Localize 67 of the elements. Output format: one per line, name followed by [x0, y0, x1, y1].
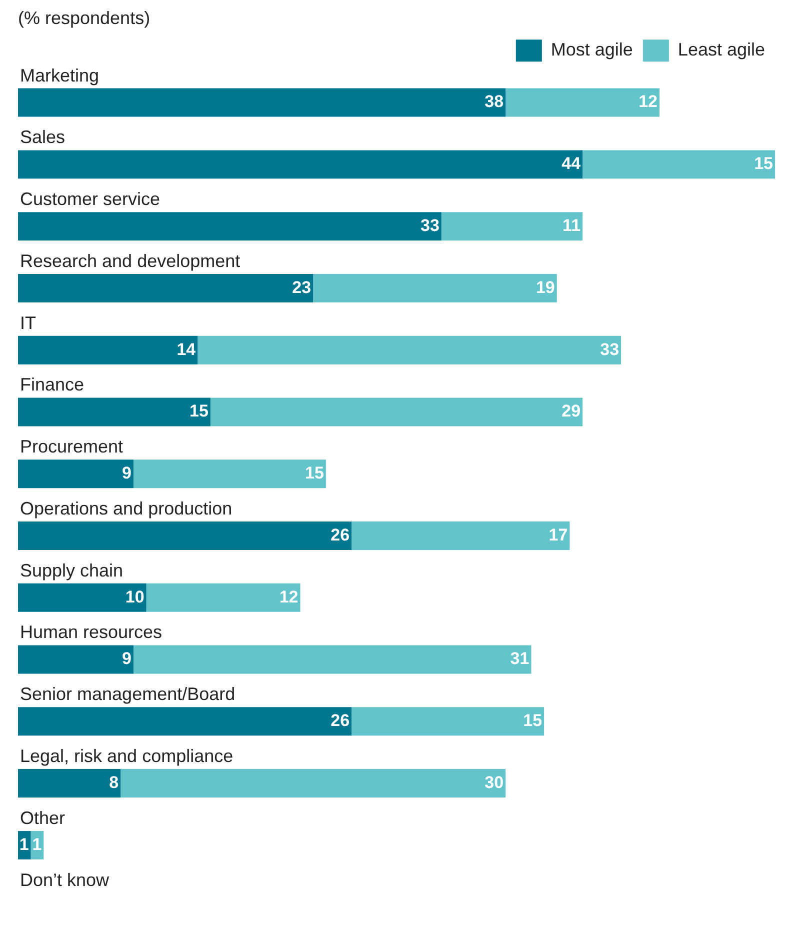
y-tick-label: Human resources	[20, 622, 162, 642]
y-tick-label: IT	[20, 312, 36, 333]
data-label: 1	[32, 834, 42, 854]
data-label: 15	[190, 402, 208, 421]
bar	[352, 522, 570, 550]
bar	[18, 769, 121, 798]
bar	[582, 150, 775, 179]
y-tick-label: Legal, risk and compliance	[20, 746, 234, 766]
y-tick-label: Research and development	[20, 250, 240, 271]
data-label: 33	[600, 340, 620, 359]
chart-subtitle: (% respondents)	[18, 8, 150, 28]
data-label: 12	[279, 587, 298, 606]
data-label: 10	[125, 587, 144, 606]
data-label: 23	[292, 278, 312, 297]
bar	[210, 398, 583, 426]
data-label: 30	[484, 772, 504, 792]
data-label: 31	[510, 649, 530, 668]
data-label: 19	[536, 278, 555, 297]
bar	[18, 88, 506, 117]
data-label: 8	[109, 772, 119, 792]
bar	[18, 336, 198, 364]
y-tick-label: Marketing	[20, 65, 100, 86]
data-label: 12	[638, 92, 658, 112]
data-label: 9	[122, 649, 132, 668]
data-label: 26	[330, 525, 350, 544]
data-label: 14	[176, 340, 196, 359]
data-label: 1	[19, 834, 29, 854]
data-label: 9	[122, 464, 132, 483]
y-tick-label: Procurement	[20, 436, 124, 457]
data-label: 33	[420, 216, 440, 235]
bar	[441, 212, 583, 241]
y-tick-label: Senior management/Board	[20, 684, 236, 704]
data-label: 15	[305, 464, 324, 483]
data-label: 15	[754, 154, 773, 174]
y-tick-label: Customer service	[20, 189, 160, 210]
bar	[18, 398, 210, 426]
bar	[352, 707, 544, 736]
bar	[18, 522, 352, 550]
data-label: 44	[562, 154, 582, 174]
bar	[18, 274, 314, 302]
y-tick-label: Sales	[20, 127, 66, 148]
bar	[18, 583, 146, 612]
bar	[146, 583, 300, 612]
data-label: 17	[548, 525, 568, 544]
bar	[198, 336, 622, 364]
data-label: 26	[330, 711, 350, 730]
y-tick-label: Don’t know	[20, 870, 110, 890]
bar	[18, 707, 352, 736]
bar	[133, 645, 532, 674]
y-tick-label: Operations and production	[20, 498, 232, 518]
data-label: 29	[562, 402, 581, 421]
bar	[120, 769, 506, 798]
bar	[18, 212, 442, 241]
data-label: 15	[523, 711, 542, 730]
bar	[506, 88, 660, 117]
data-label: 11	[562, 216, 581, 235]
bar	[313, 274, 557, 302]
y-tick-label: Supply chain	[20, 560, 124, 580]
y-tick-label: Other	[20, 808, 66, 828]
bar	[18, 460, 134, 488]
bar	[18, 150, 583, 179]
data-label: 38	[484, 92, 504, 112]
legend-label: Most agile	[550, 40, 633, 60]
legend-label: Least agile	[678, 40, 766, 60]
bar	[133, 460, 326, 488]
bar	[18, 645, 134, 674]
y-tick-label: Finance	[20, 374, 84, 395]
